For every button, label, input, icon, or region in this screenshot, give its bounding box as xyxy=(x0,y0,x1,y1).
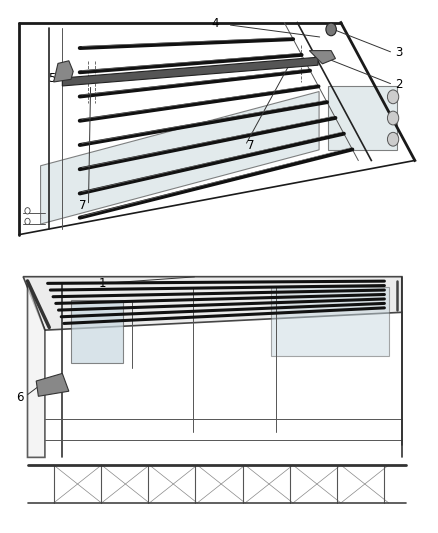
Polygon shape xyxy=(271,287,389,356)
Circle shape xyxy=(388,132,399,146)
Text: 6: 6 xyxy=(16,391,23,404)
Polygon shape xyxy=(62,57,318,86)
Circle shape xyxy=(388,111,399,125)
Polygon shape xyxy=(53,61,73,82)
Polygon shape xyxy=(309,51,336,64)
Text: 4: 4 xyxy=(212,17,219,30)
Text: 7: 7 xyxy=(79,199,86,212)
Polygon shape xyxy=(23,277,402,330)
Text: 5: 5 xyxy=(49,72,56,85)
Circle shape xyxy=(326,23,336,36)
Polygon shape xyxy=(71,300,123,363)
Circle shape xyxy=(25,218,30,224)
Text: 1: 1 xyxy=(99,277,106,289)
Text: 7: 7 xyxy=(247,139,255,152)
Polygon shape xyxy=(36,374,69,397)
Polygon shape xyxy=(28,282,45,457)
Circle shape xyxy=(25,208,30,214)
Text: 3: 3 xyxy=(395,46,403,59)
Text: 2: 2 xyxy=(395,78,403,91)
Polygon shape xyxy=(41,92,319,224)
Polygon shape xyxy=(328,86,397,150)
Circle shape xyxy=(388,90,399,104)
